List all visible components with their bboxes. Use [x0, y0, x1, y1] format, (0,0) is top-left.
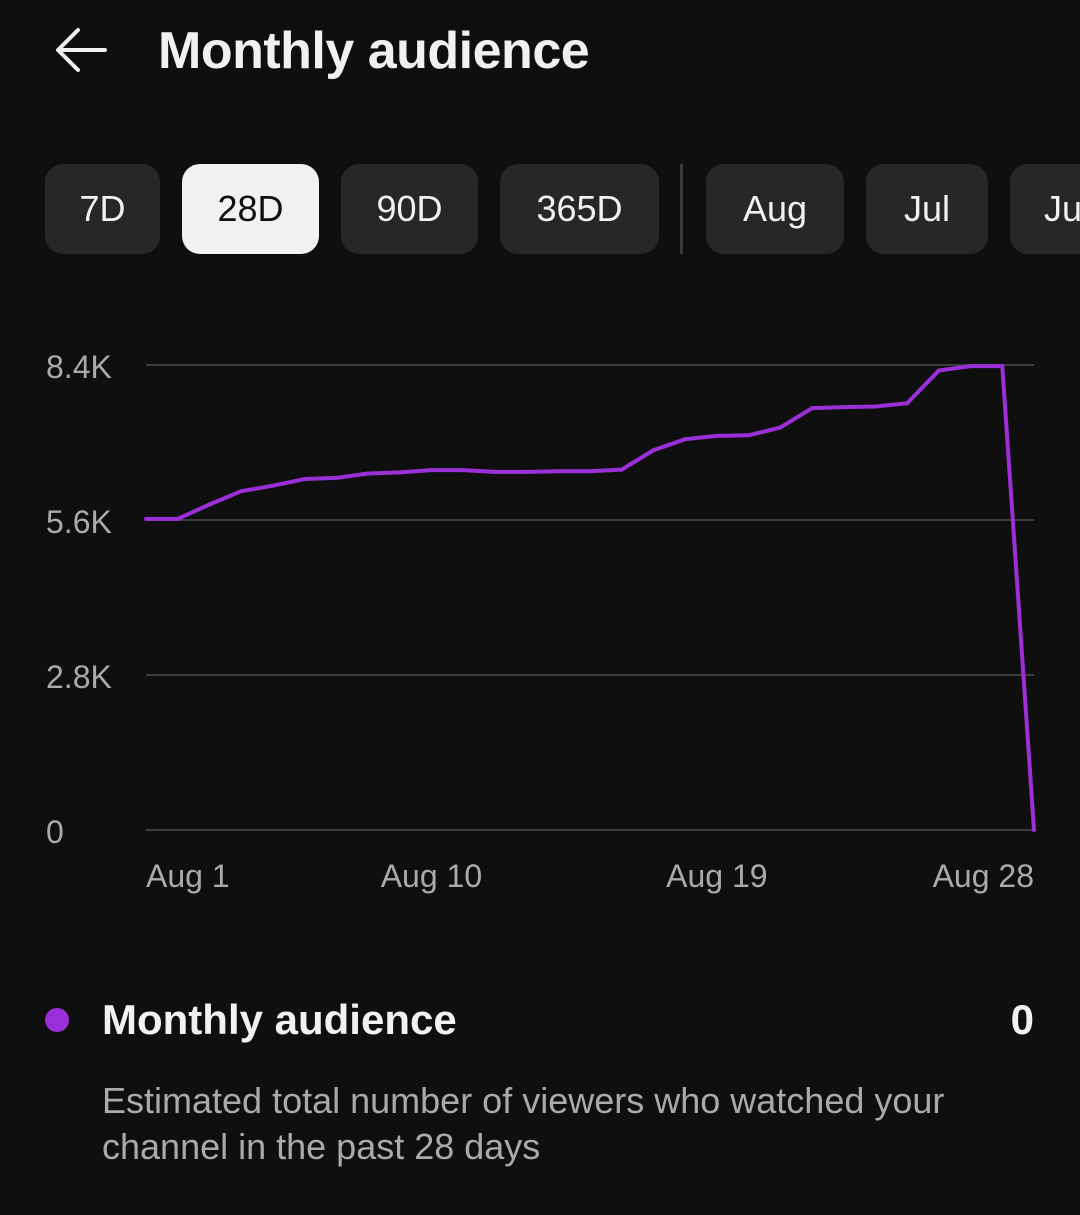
chip-365d[interactable]: 365D — [500, 164, 659, 254]
chip-90d[interactable]: 90D — [341, 164, 478, 254]
data-point — [429, 468, 434, 473]
data-point — [746, 433, 751, 438]
x-tick-label: Aug 28 — [933, 858, 1034, 894]
legend-dot — [45, 1008, 69, 1032]
header: Monthly audience — [0, 0, 1080, 110]
data-point — [714, 433, 719, 438]
y-tick-label: 5.6K — [46, 504, 112, 540]
data-point — [270, 483, 275, 488]
arrow-left-icon — [56, 28, 107, 72]
y-tick-label: 2.8K — [46, 659, 112, 695]
data-point — [936, 368, 941, 373]
page-title: Monthly audience — [158, 22, 590, 80]
data-point — [588, 469, 592, 474]
data-point — [366, 471, 370, 476]
chip-label: 28D — [217, 188, 284, 229]
legend-label: Monthly audience — [102, 996, 457, 1043]
legend-row: Monthly audience 0 — [0, 990, 1080, 1060]
data-point — [239, 489, 244, 494]
chip-label: Jul — [903, 188, 951, 229]
data-point — [841, 405, 846, 410]
data-point — [461, 468, 466, 473]
chip-jul[interactable]: Jul — [866, 164, 988, 254]
chip-28d[interactable]: 28D — [182, 164, 319, 254]
data-point — [651, 448, 656, 453]
data-point — [1000, 364, 1005, 369]
x-tick-label: Aug 10 — [381, 858, 482, 894]
data-point — [175, 516, 180, 521]
series-line — [146, 364, 1036, 831]
chip-divider — [680, 164, 683, 254]
chip-jun[interactable]: Jun — [1010, 164, 1080, 254]
data-point — [397, 470, 402, 475]
chip-7d[interactable]: 7D — [45, 164, 160, 254]
data-point — [619, 467, 624, 472]
period-chip-bar: 7D 28D 90D 365D Aug Jul Jun — [0, 164, 1080, 254]
data-point — [492, 469, 497, 474]
data-point — [968, 364, 973, 369]
data-point — [810, 406, 814, 411]
line-chart-svg: 8.4K 5.6K 2.8K 0 Aug 1 Aug 10 Aug 19 Aug 28 — [46, 349, 1036, 894]
back-button[interactable] — [50, 22, 110, 78]
chip-label: Aug — [742, 188, 808, 229]
data-point — [905, 401, 910, 406]
chip-label: 365D — [536, 188, 623, 229]
metric-description: Estimated total number of viewers who wa… — [102, 1080, 945, 1167]
data-point — [524, 469, 529, 474]
x-tick-label: Aug 19 — [666, 858, 767, 894]
legend-value: 0 — [1010, 996, 1034, 1043]
y-tick-label: 0 — [46, 814, 64, 850]
chip-label: 90D — [376, 188, 443, 229]
data-point — [1032, 828, 1036, 832]
y-tick-label: 8.4K — [46, 349, 112, 385]
x-tick-label: Aug 1 — [146, 858, 230, 894]
chip-label: Jun — [1044, 188, 1080, 229]
data-point — [873, 404, 878, 409]
data-point — [144, 516, 148, 521]
chip-aug[interactable]: Aug — [706, 164, 844, 254]
data-point — [207, 502, 212, 507]
chip-label: 7D — [79, 188, 126, 229]
data-point — [683, 437, 688, 442]
data-point — [778, 425, 783, 430]
data-point — [556, 469, 561, 474]
data-point — [334, 475, 339, 480]
audience-chart: 8.4K 5.6K 2.8K 0 Aug 1 Aug 10 Aug 19 Aug 28 — [0, 330, 1080, 910]
data-point — [302, 477, 307, 482]
